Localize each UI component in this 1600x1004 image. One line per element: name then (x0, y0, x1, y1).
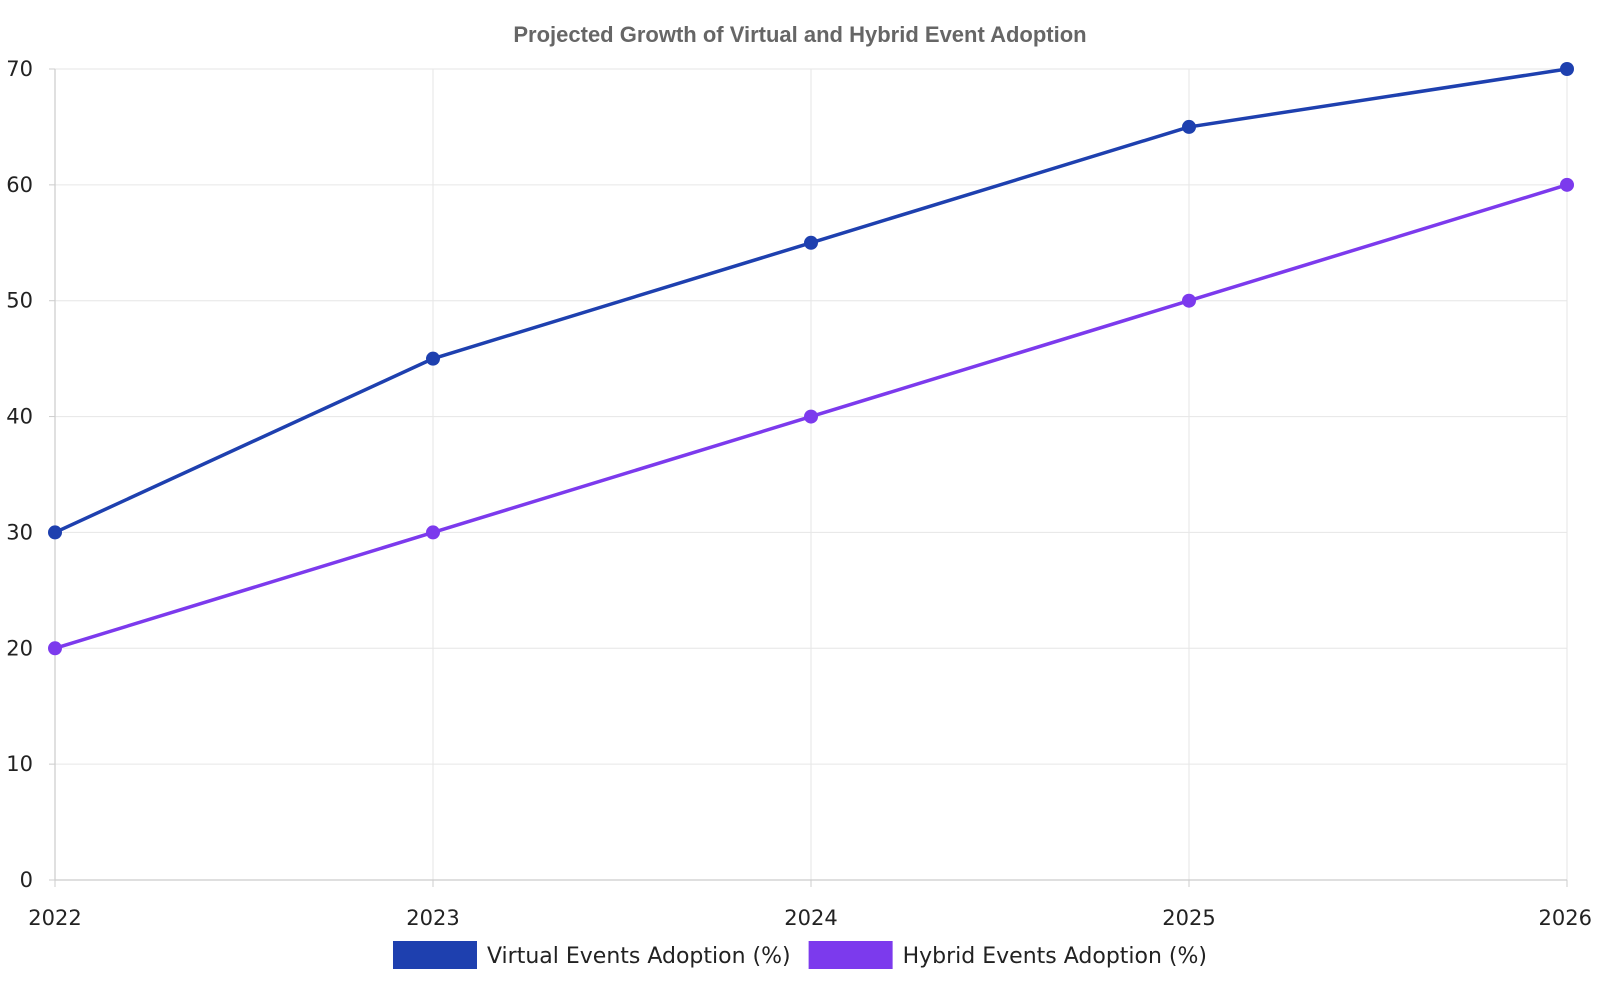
y-tick-label: 70 (6, 57, 33, 81)
legend-swatch (808, 941, 893, 969)
grid-lines (55, 68, 1568, 880)
y-tick-label: 30 (6, 520, 33, 544)
data-point[interactable] (426, 351, 440, 366)
data-point[interactable] (1560, 62, 1574, 76)
legend-label: Virtual Events Adoption (%) (487, 944, 791, 969)
y-tick-label: 20 (6, 636, 33, 660)
y-axis-ticks: 0 10 20 30 40 50 60 70 (6, 57, 55, 892)
data-point[interactable] (804, 235, 818, 250)
y-tick-label: 50 (6, 289, 33, 313)
x-tick-label: 2024 (784, 906, 837, 930)
legend-swatch (392, 941, 477, 969)
data-point[interactable] (1182, 293, 1196, 308)
y-tick-label: 40 (6, 405, 33, 429)
y-tick-label: 10 (6, 752, 33, 776)
x-axis-ticks: 2022 2023 2024 2025 2026 (28, 880, 1592, 930)
legend-label: Hybrid Events Adoption (%) (903, 944, 1207, 969)
data-point[interactable] (48, 525, 62, 540)
series-points (48, 62, 1574, 656)
legend: Virtual Events Adoption (%) Hybrid Events… (392, 941, 1207, 969)
data-point[interactable] (1560, 177, 1574, 192)
chart-title: Projected Growth of Virtual and Hybrid E… (513, 22, 1086, 47)
data-point[interactable] (426, 525, 440, 540)
data-point[interactable] (804, 409, 818, 424)
x-tick-label: 2022 (28, 906, 81, 930)
legend-item[interactable]: Virtual Events Adoption (%) (392, 941, 791, 969)
x-tick-label: 2025 (1162, 906, 1215, 930)
data-point[interactable] (48, 641, 62, 656)
y-tick-label: 60 (6, 173, 33, 197)
x-tick-label: 2023 (406, 906, 459, 930)
data-point[interactable] (1182, 119, 1196, 134)
x-tick-label: 2026 (1539, 906, 1592, 930)
y-tick-label: 0 (20, 868, 33, 892)
legend-item[interactable]: Hybrid Events Adoption (%) (808, 941, 1207, 969)
